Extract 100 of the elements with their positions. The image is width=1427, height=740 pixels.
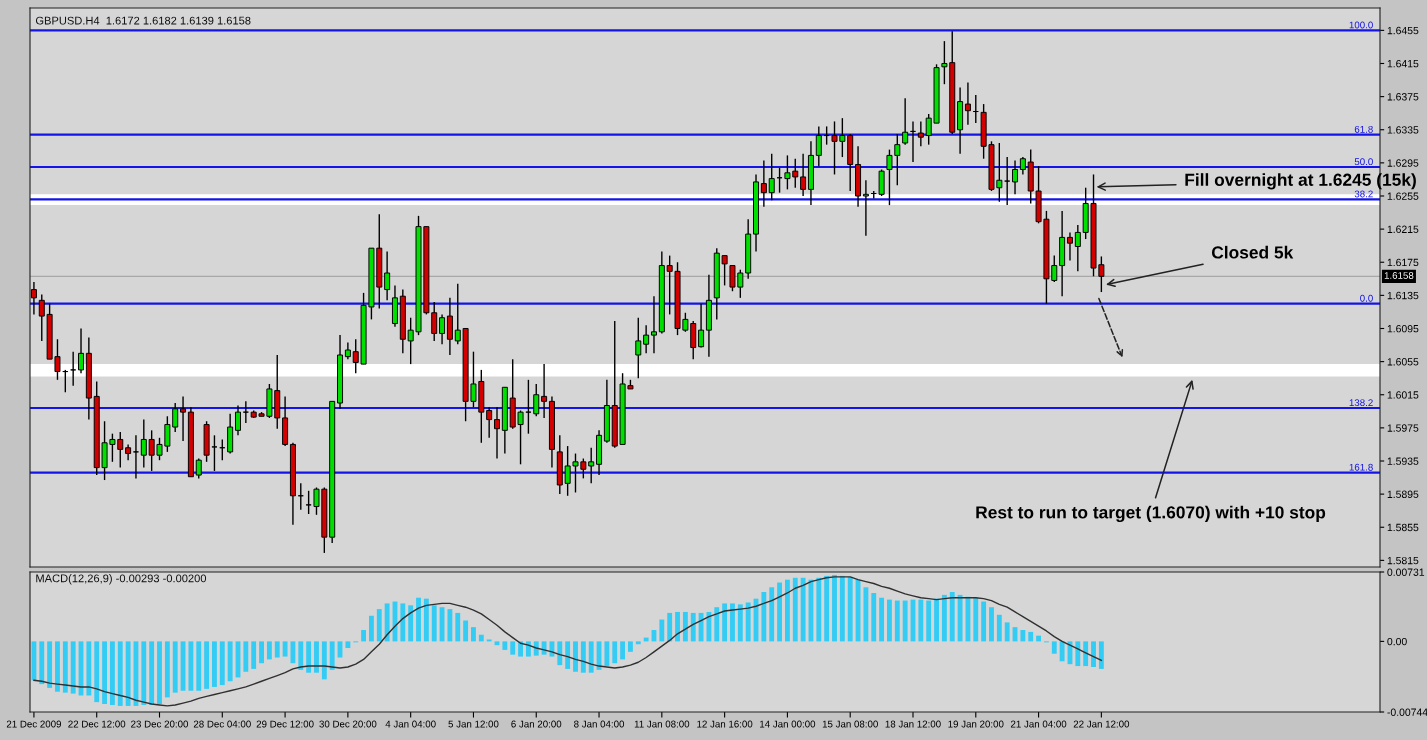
candlestick: [1012, 159, 1019, 196]
y-tick-label: 1.6135: [1387, 291, 1419, 300]
bar: [918, 599, 924, 642]
annotation: 0.0: [1360, 294, 1373, 302]
bar: [188, 641, 194, 691]
x-tick-label: 22 Dec 12:00: [68, 720, 126, 728]
candlestick: [902, 97, 909, 146]
bar: [989, 607, 994, 642]
y-tick-label: 1.5975: [1387, 424, 1419, 432]
bar: [1091, 641, 1096, 668]
bar: [745, 602, 751, 642]
text: GBPUSD.H4 1.6172 1.6182 1.6139 1.6158: [35, 16, 251, 25]
candlestick: [446, 297, 453, 356]
bar: [1020, 629, 1026, 642]
bar: [416, 597, 421, 642]
bar: [471, 627, 476, 642]
bar: [149, 641, 155, 705]
candlestick: [1066, 231, 1073, 262]
bar: [706, 611, 712, 642]
candlestick: [964, 81, 971, 126]
bar: [109, 641, 115, 705]
candlestick: [305, 490, 312, 515]
ref-line-label: 1.6158: [1384, 272, 1414, 279]
bar: [345, 641, 351, 649]
candlestick: [643, 324, 650, 355]
bar: [368, 615, 374, 642]
bar: [698, 612, 704, 642]
bar: [1004, 622, 1010, 642]
bar: [824, 575, 830, 642]
bar: [1028, 631, 1034, 642]
candlestick: [1074, 224, 1081, 273]
y-tick-label: 0.00: [1387, 637, 1407, 646]
bar: [423, 598, 429, 642]
bar: [580, 641, 586, 673]
candlestick: [78, 327, 85, 374]
candlestick: [862, 179, 869, 237]
y-tick-label: 1.5855: [1387, 523, 1419, 532]
bar: [400, 603, 406, 642]
candlestick: [30, 281, 37, 316]
y-tick-label: 0.00731: [1387, 568, 1425, 576]
candlestick: [234, 404, 241, 437]
bar: [251, 641, 257, 669]
x-tick-label: 28 Dec 04:00: [193, 720, 251, 728]
bar: [274, 641, 280, 658]
bar: [737, 604, 743, 642]
y-tick-label: 1.6095: [1387, 324, 1419, 333]
x-tick-label: 8 Jan 04:00: [574, 720, 625, 728]
annotation: 38.2: [1354, 190, 1373, 198]
candlestick: [211, 434, 218, 472]
x-tick-label: 5 Jan 12:00: [448, 720, 499, 728]
x-tick-label: 19 Jan 20:00: [948, 720, 1004, 728]
bar: [769, 587, 775, 642]
candlestick: [650, 295, 657, 355]
bar: [259, 641, 264, 664]
candlestick: [533, 383, 540, 417]
bar: [243, 641, 249, 672]
y-tick-label: -0.00744: [1387, 708, 1427, 716]
bar: [455, 612, 461, 642]
bar: [714, 607, 720, 642]
bar: [1075, 641, 1081, 667]
bar: [847, 576, 853, 642]
bar: [196, 641, 202, 691]
candlestick: [760, 159, 767, 208]
bar: [298, 641, 304, 670]
bar: [125, 641, 131, 706]
candlestick: [768, 153, 775, 201]
bar: [314, 641, 319, 673]
bar: [800, 577, 806, 642]
bar: [141, 641, 147, 705]
bar: [957, 594, 963, 642]
candlestick: [195, 457, 202, 480]
y-tick-label: 1.6255: [1387, 192, 1419, 200]
bar: [887, 599, 892, 642]
bar: [761, 592, 767, 642]
candlestick: [541, 363, 548, 419]
candlestick: [384, 250, 391, 302]
annotation: 161.8: [1349, 463, 1373, 471]
candlestick: [180, 395, 187, 442]
bar: [541, 641, 547, 655]
candlestick: [635, 317, 642, 379]
candlestick: [800, 153, 807, 197]
bar: [635, 641, 641, 645]
candlestick: [132, 434, 139, 480]
bar: [1059, 641, 1065, 662]
y-tick-label: 1.6455: [1387, 26, 1419, 35]
bar: [784, 579, 790, 642]
bar: [478, 634, 484, 642]
x-tick-label: 6 Jan 20:00: [511, 720, 562, 728]
bar: [604, 641, 610, 667]
x-tick-label: 18 Jan 12:00: [885, 720, 941, 728]
annotation: Rest to run to target (1.6070) with +10 stop: [976, 505, 1326, 523]
y-tick-label: 1.6175: [1387, 258, 1419, 267]
bar: [39, 641, 45, 685]
line-series: [33, 576, 1103, 707]
bar: [70, 641, 76, 694]
bar: [47, 641, 53, 688]
candlestick: [439, 313, 446, 345]
y-tick-label: 1.5935: [1387, 457, 1419, 465]
bar: [361, 629, 367, 642]
candlestick: [70, 350, 77, 387]
